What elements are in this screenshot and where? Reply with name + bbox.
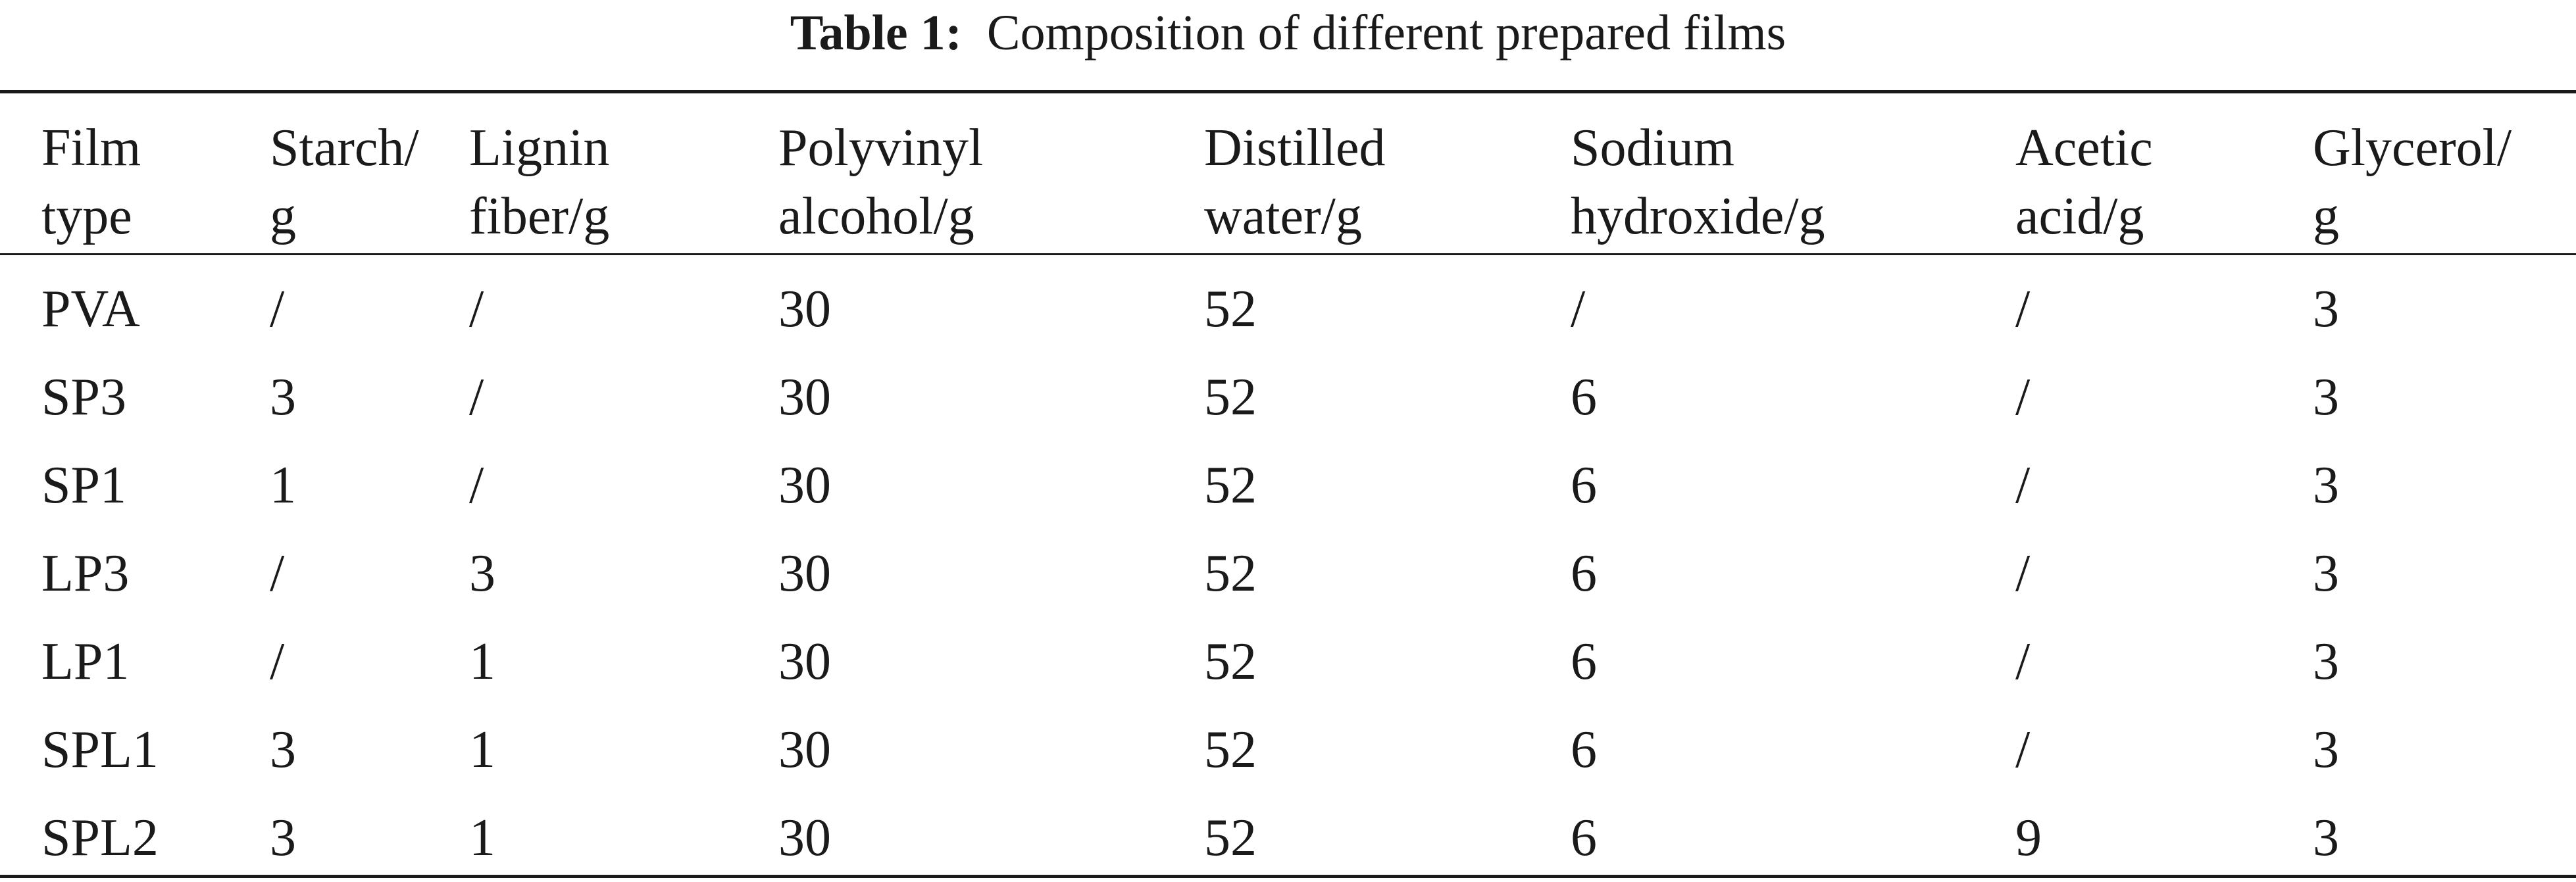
table-cell: 3 [2313, 545, 2339, 602]
table-cell: SPL1 [41, 721, 159, 779]
table-row: PVA / / 30 52 / / 3 [0, 265, 2576, 353]
table-header-line: Polyvinyl [778, 119, 984, 177]
table-cell: LP3 [41, 545, 130, 602]
table-cell: 6 [1571, 809, 1597, 867]
table-cell: SP3 [41, 368, 126, 426]
table-cell: SPL2 [41, 809, 159, 867]
table-header-cell: Distilled water/g [1204, 114, 1386, 251]
table-cell: / [2015, 721, 2031, 779]
table-cell: PVA [41, 280, 140, 338]
table-cell: / [1571, 280, 1586, 338]
table-header-line: alcohol/g [778, 187, 974, 245]
table-header-line: water/g [1204, 187, 1362, 245]
table-cell: / [469, 456, 484, 514]
table-cell: 52 [1204, 809, 1257, 867]
table-header-line: g [2313, 187, 2339, 245]
table-cell: / [469, 368, 484, 426]
table-cell: 3 [270, 368, 296, 426]
table-cell: / [469, 280, 484, 338]
table-header-line: Film [41, 119, 141, 177]
table-cell: 3 [2313, 633, 2339, 691]
table-cell: 3 [2313, 809, 2339, 867]
table-cell: 52 [1204, 456, 1257, 514]
table-cell: / [2015, 633, 2031, 691]
table-cell: 52 [1204, 633, 1257, 691]
table-header-line: Sodium [1571, 119, 1734, 177]
table-cell: / [270, 280, 285, 338]
table-row: SP1 1 / 30 52 6 / 3 [0, 441, 2576, 529]
table-cell: 52 [1204, 368, 1257, 426]
table-bottom-rule [0, 875, 2576, 878]
table-header-line: Starch/ [270, 119, 419, 177]
table-cell: 1 [469, 809, 495, 867]
table-cell: 3 [2313, 721, 2339, 779]
table-cell: 3 [270, 721, 296, 779]
table-cell: 9 [2015, 809, 2042, 867]
table-caption: Table 1: Composition of different prepar… [0, 0, 2576, 72]
table-cell: 3 [2313, 280, 2339, 338]
table-row: SPL2 3 1 30 52 6 9 3 [0, 794, 2576, 882]
table-header-line: Glycerol/ [2313, 119, 2512, 177]
table-header-line: acid/g [2015, 187, 2144, 245]
table-header-cell: Lignin fiber/g [469, 114, 609, 251]
table-cell: 30 [778, 545, 831, 602]
table-header-cell: Acetic acid/g [2015, 114, 2153, 251]
table-caption-text: Composition of different prepared films [986, 5, 1786, 61]
table-cell: 52 [1204, 721, 1257, 779]
table-header-rule [0, 253, 2576, 255]
table-cell: 30 [778, 368, 831, 426]
table-cell: 1 [469, 721, 495, 779]
table-cell: LP1 [41, 633, 130, 691]
table-cell: / [2015, 545, 2031, 602]
table-cell: SP1 [41, 456, 126, 514]
table-header-cell: Starch/g [270, 114, 419, 251]
table-header-line: hydroxide/g [1571, 187, 1825, 245]
table-row: SP3 3 / 30 52 6 / 3 [0, 353, 2576, 441]
table-header-line: fiber/g [469, 187, 610, 245]
table-top-rule [0, 90, 2576, 93]
table-cell: 6 [1571, 721, 1597, 779]
table-header-line: Acetic [2015, 119, 2153, 177]
table-cell: 30 [778, 721, 831, 779]
table-header-line: g [270, 187, 296, 245]
table-row: LP3 / 3 30 52 6 / 3 [0, 529, 2576, 618]
table-row: LP1 / 1 30 52 6 / 3 [0, 618, 2576, 706]
table-cell: / [2015, 368, 2031, 426]
table-cell: 3 [2313, 368, 2339, 426]
table-cell: 3 [2313, 456, 2339, 514]
table-header-cell: Sodium hydroxide/g [1571, 114, 1825, 251]
table-cell: 3 [469, 545, 495, 602]
table-cell: 6 [1571, 633, 1597, 691]
table-cell: 3 [270, 809, 296, 867]
table-cell: 6 [1571, 456, 1597, 514]
table-cell: 52 [1204, 545, 1257, 602]
table-cell: 6 [1571, 545, 1597, 602]
table-cell: 30 [778, 456, 831, 514]
table-cell: / [270, 545, 285, 602]
table-cell: 1 [270, 456, 296, 514]
table-header-cell: Glycerol/g [2313, 114, 2512, 251]
table-cell: / [270, 633, 285, 691]
table-header-line: type [41, 187, 132, 245]
table-header-line: Lignin [469, 119, 610, 177]
table-header-cell: Polyvinyl alcohol/g [778, 114, 983, 251]
table-cell: 6 [1571, 368, 1597, 426]
table-cell: 30 [778, 280, 831, 338]
table-row: SPL1 3 1 30 52 6 / 3 [0, 706, 2576, 794]
table-header-cell: Film type [41, 114, 141, 251]
table-cell: 52 [1204, 280, 1257, 338]
table-cell: / [2015, 280, 2031, 338]
table-cell: 30 [778, 809, 831, 867]
table-cell: 30 [778, 633, 831, 691]
table-cell: 1 [469, 633, 495, 691]
table-cell: / [2015, 456, 2031, 514]
table-header-line: Distilled [1204, 119, 1386, 177]
table-caption-label: Table 1: [790, 5, 962, 61]
